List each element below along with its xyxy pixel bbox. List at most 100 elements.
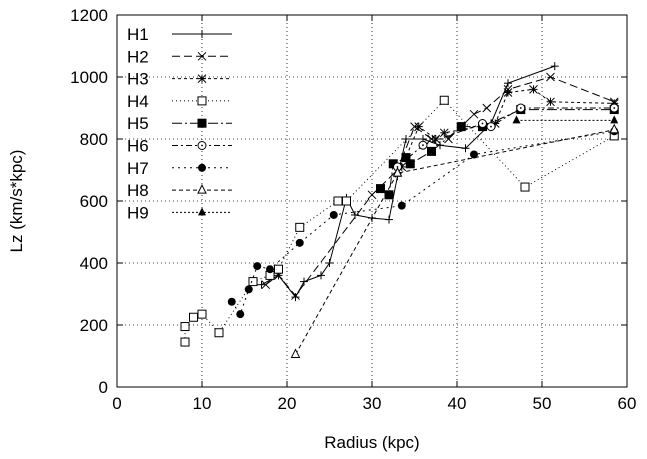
data-point — [529, 85, 538, 94]
legend-marker — [197, 96, 207, 106]
legend-label: H7 — [127, 159, 149, 178]
x-tick-label: 0 — [112, 394, 121, 413]
data-point — [397, 201, 406, 210]
legend-marker — [197, 51, 207, 61]
data-point — [214, 328, 224, 338]
data-point — [376, 184, 385, 194]
series-layer — [180, 62, 620, 358]
data-point — [439, 128, 449, 138]
data-point — [520, 182, 530, 192]
x-tick-label: 10 — [193, 394, 212, 413]
data-point — [516, 103, 526, 113]
data-point — [392, 166, 403, 177]
x-axis-label: Radius (kpc) — [324, 433, 419, 452]
legend-label: H1 — [127, 25, 149, 44]
data-point — [609, 123, 620, 134]
data-point — [325, 259, 334, 267]
legend-label: H8 — [127, 181, 149, 200]
data-point — [470, 150, 478, 159]
y-tick-label: 600 — [80, 192, 108, 211]
data-point — [410, 122, 419, 131]
y-tick-label: 800 — [80, 130, 108, 149]
x-tick-label: 30 — [363, 394, 382, 413]
data-point — [274, 264, 283, 274]
legend-label: H9 — [127, 203, 149, 222]
data-point — [503, 88, 513, 97]
data-point — [418, 140, 428, 150]
data-point — [197, 309, 207, 319]
data-point — [291, 293, 300, 302]
legend-marker — [198, 207, 206, 216]
data-point — [295, 222, 305, 232]
y-tick-label: 200 — [80, 316, 108, 335]
series-h7 — [227, 127, 619, 319]
x-tick-label: 50 — [533, 394, 552, 413]
legend-entry: H1 — [127, 25, 232, 44]
data-point — [385, 215, 393, 224]
legend-marker — [197, 183, 207, 194]
series-h9 — [512, 115, 619, 124]
y-tick-label: 400 — [80, 254, 108, 273]
legend-label: H6 — [127, 137, 149, 156]
data-point — [444, 134, 453, 144]
legend-entry: H8 — [127, 181, 232, 200]
y-tick-label: 1200 — [70, 6, 108, 25]
data-point — [333, 196, 343, 206]
data-point — [609, 103, 619, 113]
series-h4 — [180, 95, 619, 347]
data-point — [253, 262, 262, 271]
legend-entry: H5 — [127, 114, 232, 133]
data-point — [478, 119, 487, 128]
legend-label: H3 — [127, 70, 149, 89]
data-point — [469, 109, 479, 119]
series-line — [397, 107, 615, 168]
data-point — [244, 285, 253, 294]
data-point — [402, 135, 410, 143]
legend-marker — [197, 141, 207, 150]
series-line — [380, 109, 615, 196]
data-point — [291, 291, 300, 300]
data-point — [180, 337, 190, 347]
data-point — [482, 103, 492, 113]
legend-marker — [198, 163, 206, 172]
data-point — [180, 322, 190, 332]
data-point — [456, 122, 466, 132]
data-point — [550, 62, 559, 71]
data-point — [266, 265, 274, 274]
y-tick-label: 1000 — [70, 68, 108, 87]
legend-entry: H4 — [127, 92, 232, 111]
data-point — [610, 115, 619, 124]
series-h8 — [290, 123, 620, 358]
data-point — [227, 297, 236, 306]
data-point — [414, 122, 424, 131]
x-tick-label: 60 — [618, 394, 637, 413]
data-point — [439, 95, 449, 105]
data-point — [486, 122, 496, 132]
data-point — [546, 97, 555, 107]
data-point — [295, 238, 304, 247]
x-tick-label: 40 — [448, 394, 467, 413]
data-point — [461, 144, 470, 153]
legend-label: H4 — [127, 92, 149, 111]
data-point — [342, 196, 351, 206]
legend-marker — [198, 30, 206, 38]
data-point — [317, 271, 325, 280]
legend-label: H2 — [127, 47, 149, 66]
data-point — [248, 277, 258, 287]
data-point — [236, 310, 245, 319]
series-line — [261, 65, 555, 299]
data-point — [388, 159, 398, 169]
legend-entry: H7 — [127, 159, 232, 178]
legend: H1 H2 H3 H4 H5 H6 H7 H8 H9 — [127, 25, 232, 222]
data-point — [257, 280, 266, 289]
legend-marker — [197, 74, 207, 83]
data-point — [261, 280, 271, 290]
legend-entry: H9 — [127, 203, 232, 222]
data-point — [512, 115, 521, 124]
x-tick-label: 20 — [278, 394, 297, 413]
legend-marker — [197, 118, 207, 128]
legend-entry: H3 — [127, 70, 232, 89]
data-point — [546, 72, 555, 82]
